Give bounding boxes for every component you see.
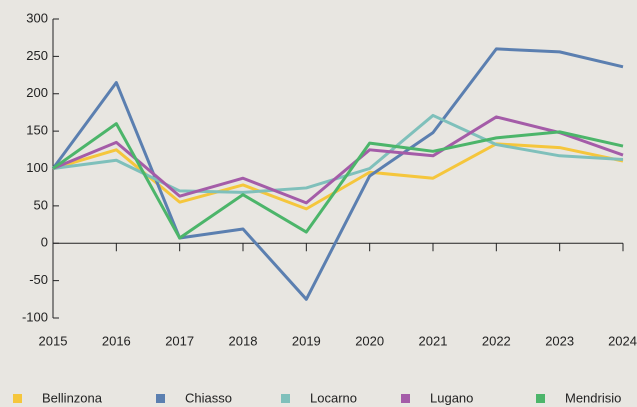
x-tick-label: 2023 bbox=[545, 333, 574, 348]
y-tick-label: 100 bbox=[26, 160, 48, 175]
x-tick-label: 2021 bbox=[419, 333, 448, 348]
legend-swatch bbox=[281, 394, 290, 403]
y-tick-label: 150 bbox=[26, 123, 48, 138]
y-tick-label: 200 bbox=[26, 85, 48, 100]
x-tick-label: 2020 bbox=[355, 333, 384, 348]
legend-swatch bbox=[401, 394, 410, 403]
y-tick-label: 0 bbox=[41, 235, 48, 250]
legend-swatch bbox=[156, 394, 165, 403]
x-tick-label: 2019 bbox=[292, 333, 321, 348]
legend-label: Locarno bbox=[310, 390, 357, 405]
x-tick-label: 2015 bbox=[39, 333, 68, 348]
legend-label: Lugano bbox=[430, 390, 473, 405]
x-tick-label: 2016 bbox=[102, 333, 131, 348]
series-line bbox=[52, 122, 624, 240]
x-tick-label: 2024 bbox=[608, 333, 637, 348]
legend-label: Chiasso bbox=[185, 390, 232, 405]
legend-swatch bbox=[13, 394, 22, 403]
series-line bbox=[52, 115, 624, 205]
series-line bbox=[51, 47, 624, 301]
y-tick-label: -100 bbox=[22, 309, 48, 324]
y-tick-label: 50 bbox=[34, 197, 48, 212]
x-tick-label: 2017 bbox=[165, 333, 194, 348]
x-tick-label: 2022 bbox=[482, 333, 511, 348]
y-tick-label: 300 bbox=[26, 10, 48, 25]
y-tick-label: 250 bbox=[26, 48, 48, 63]
y-tick-label: -50 bbox=[29, 272, 48, 287]
legend-label: Mendrisio bbox=[565, 390, 621, 405]
legend-swatch bbox=[536, 394, 545, 403]
legend-label: Bellinzona bbox=[42, 390, 103, 405]
x-tick-label: 2018 bbox=[229, 333, 258, 348]
